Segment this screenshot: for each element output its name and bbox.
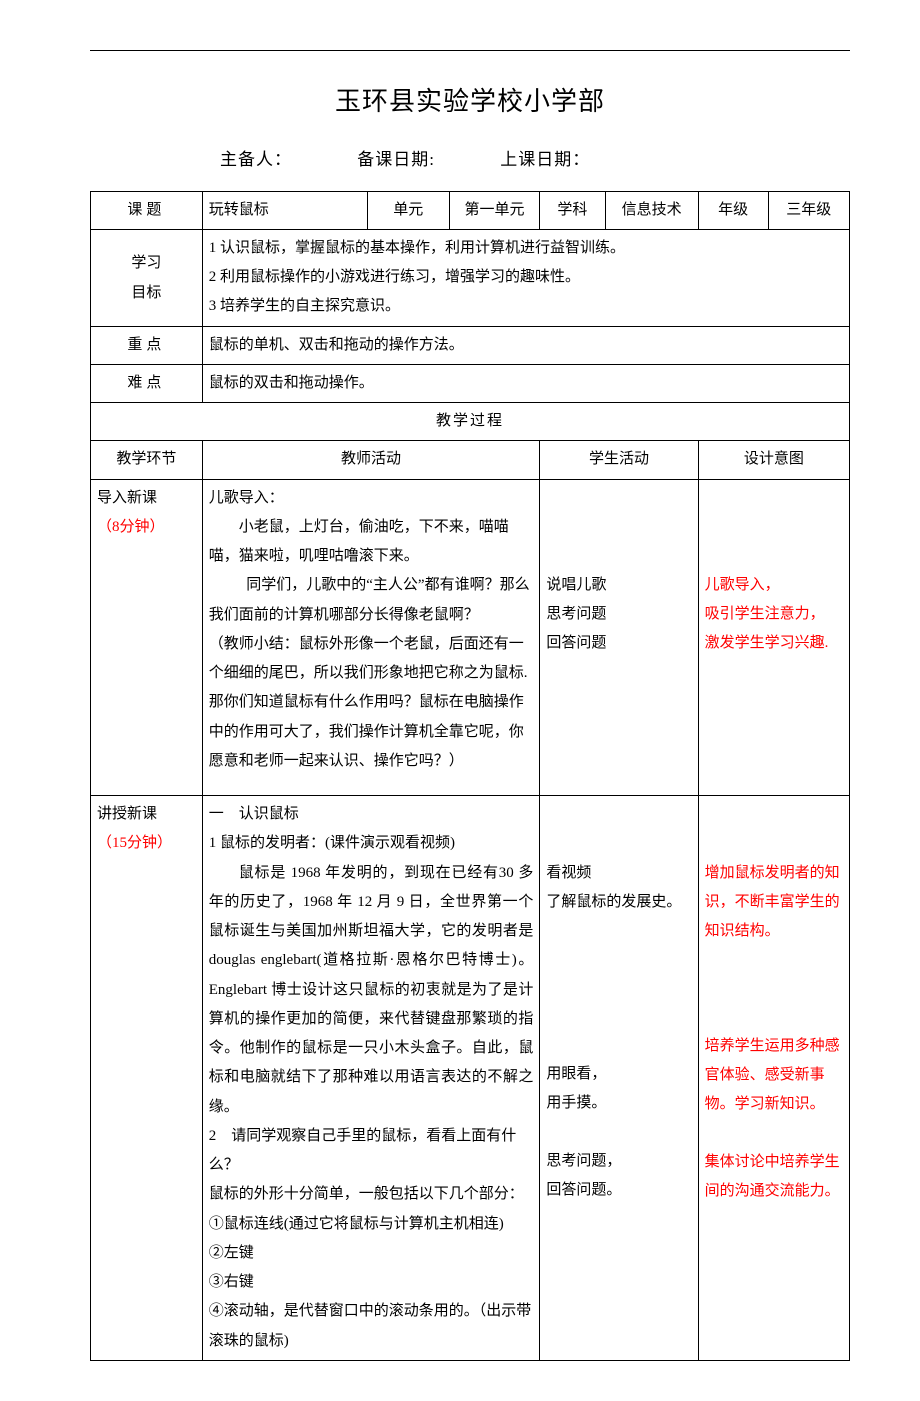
keypoint-row: 重点 鼠标的单机、双击和拖动的操作方法。 (91, 326, 850, 364)
goals-row: 学习 目标 1 认识鼠标，掌握鼠标的基本操作，利用计算机进行益智训练。 2 利用… (91, 229, 850, 326)
lesson-plan-table: 课题 玩转鼠标 单元 第一单元 学科 信息技术 年级 三年级 学习 目标 1 认… (90, 191, 850, 1361)
s1-l1: 说唱儿歌 (546, 571, 693, 600)
t1-p4: （教师小结：鼠标外形像一个老鼠，后面还有一个细细的尾巴，所以我们形象地把它称之为… (209, 630, 534, 776)
difficulty-label: 难点 (91, 364, 203, 402)
d1-l1: 儿歌导入， (705, 571, 845, 600)
goals-label: 学习 目标 (91, 229, 203, 326)
t2-p4: 2 请同学观察自己手里的鼠标，看看上面有什么？ (209, 1122, 534, 1181)
col-teacher: 教师活动 (202, 441, 540, 479)
keypoint-value: 鼠标的单机、双击和拖动的操作方法。 (202, 326, 849, 364)
subject-value: 信息技术 (605, 191, 698, 229)
d2-pad3 (705, 1120, 845, 1149)
s1-l2: 思考问题 (546, 600, 693, 629)
grade-value: 三年级 (768, 191, 850, 229)
s2-l2: 了解鼠标的发展史。 (546, 888, 693, 917)
goal-line-2: 2 利用鼠标操作的小游戏进行练习，增强学习的趣味性。 (209, 263, 843, 292)
grade-label: 年级 (698, 191, 768, 229)
process-columns-row: 教学环节 教师活动 学生活动 设计意图 (91, 441, 850, 479)
t2-p7: ②左键 (209, 1239, 534, 1268)
phase-1: 导入新课 （8分钟） (91, 479, 203, 796)
preparer-label: 主备人： (220, 150, 292, 169)
phase-1-time: （8分钟） (97, 513, 198, 542)
goals-label-text-2: 目标 (131, 285, 161, 301)
teacher-1: 儿歌导入： 小老鼠，上灯台，偷油吃，下不来，喵喵喵，猫来啦，叽哩咕噜滚下来。 同… (202, 479, 540, 796)
t2-p3: 鼠标是 1968 年发明的，到现在已经有30 多年的历史了，1968 年 12 … (209, 859, 534, 1122)
d2-pad2 (705, 946, 845, 1032)
process-header-row: 教学过程 (91, 403, 850, 441)
page-title: 玉环县实验学校小学部 (90, 77, 850, 126)
unit-value: 第一单元 (449, 191, 540, 229)
phase-2-time: （15分钟） (97, 829, 198, 858)
prepare-date-label: 备课日期: (357, 150, 435, 169)
s2-pad2 (546, 917, 693, 1060)
process-header: 教学过程 (91, 403, 850, 441)
process-row-1: 导入新课 （8分钟） 儿歌导入： 小老鼠，上灯台，偷油吃，下不来，喵喵喵，猫来啦… (91, 479, 850, 796)
difficulty-value: 鼠标的双击和拖动操作。 (202, 364, 849, 402)
s2-l5: 思考问题， (546, 1147, 693, 1176)
s2-l6: 回答问题。 (546, 1176, 693, 1205)
s1-pad (546, 484, 693, 571)
col-phase: 教学环节 (91, 441, 203, 479)
student-1: 说唱儿歌 思考问题 回答问题 (540, 479, 698, 796)
teach-date-label: 上课日期： (500, 150, 590, 169)
difficulty-row: 难点 鼠标的双击和拖动操作。 (91, 364, 850, 402)
phase-1-name: 导入新课 (97, 484, 198, 513)
process-row-2: 讲授新课 （15分钟） 一 认识鼠标 1 鼠标的发明者：(课件演示观看视频) 鼠… (91, 796, 850, 1361)
topic-value: 玩转鼠标 (202, 191, 367, 229)
goals-label-text-1: 学习 (131, 255, 161, 271)
s2-pad1 (546, 800, 693, 859)
student-2: 看视频 了解鼠标的发展史。 用眼看， 用手摸。 思考问题， 回答问题。 (540, 796, 698, 1361)
subject-label: 学科 (540, 191, 605, 229)
t2-p9: ④滚动轴，是代替窗口中的滚动条用的。（出示带滚珠的鼠标) (209, 1297, 534, 1356)
t2-p5: 鼠标的外形十分简单，一般包括以下几个部分： (209, 1180, 534, 1209)
s2-pad3 (546, 1118, 693, 1147)
keypoint-label: 重点 (91, 326, 203, 364)
design-2: 增加鼠标发明者的知识，不断丰富学生的知识结构。 培养学生运用多种感官体验、感受新… (698, 796, 849, 1361)
s1-l3: 回答问题 (546, 629, 693, 658)
col-student: 学生活动 (540, 441, 698, 479)
s2-l4: 用手摸。 (546, 1089, 693, 1118)
meta-line: 主备人： 备课日期: 上课日期： (90, 144, 850, 176)
t2-p1: 一 认识鼠标 (209, 800, 534, 829)
goal-line-1: 1 认识鼠标，掌握鼠标的基本操作，利用计算机进行益智训练。 (209, 234, 843, 263)
topic-label: 课题 (91, 191, 203, 229)
d2-l1: 增加鼠标发明者的知识，不断丰富学生的知识结构。 (705, 859, 845, 947)
info-row: 课题 玩转鼠标 单元 第一单元 学科 信息技术 年级 三年级 (91, 191, 850, 229)
d1-l2: 吸引学生注意力， (705, 600, 845, 629)
teacher-2: 一 认识鼠标 1 鼠标的发明者：(课件演示观看视频) 鼠标是 1968 年发明的… (202, 796, 540, 1361)
goals-value: 1 认识鼠标，掌握鼠标的基本操作，利用计算机进行益智训练。 2 利用鼠标操作的小… (202, 229, 849, 326)
d2-pad1 (705, 800, 845, 859)
col-design: 设计意图 (698, 441, 849, 479)
d2-l2: 培养学生运用多种感官体验、感受新事物。学习新知识。 (705, 1032, 845, 1120)
design-1: 儿歌导入， 吸引学生注意力， 激发学生学习兴趣. (698, 479, 849, 796)
t1-p1: 儿歌导入： (209, 484, 534, 513)
d1-pad (705, 484, 845, 571)
unit-label: 单元 (368, 191, 449, 229)
t2-p8: ③右键 (209, 1268, 534, 1297)
s2-l3: 用眼看， (546, 1060, 693, 1089)
t1-p3: 同学们，儿歌中的“主人公”都有谁啊？那么我们面前的计算机哪部分长得像老鼠啊？ (209, 571, 534, 630)
s2-l1: 看视频 (546, 859, 693, 888)
t2-p2: 1 鼠标的发明者：(课件演示观看视频) (209, 829, 534, 858)
phase-2-name: 讲授新课 (97, 800, 198, 829)
t1-p2: 小老鼠，上灯台，偷油吃，下不来，喵喵喵，猫来啦，叽哩咕噜滚下来。 (209, 513, 534, 572)
phase-2: 讲授新课 （15分钟） (91, 796, 203, 1361)
d1-l3: 激发学生学习兴趣. (705, 629, 845, 658)
goal-line-3: 3 培养学生的自主探究意识。 (209, 292, 843, 321)
t1-spacer (209, 776, 534, 791)
d2-l3: 集体讨论中培养学生间的沟通交流能力。 (705, 1148, 845, 1207)
top-horizontal-rule (90, 50, 850, 51)
t2-p6: ①鼠标连线(通过它将鼠标与计算机主机相连) (209, 1210, 534, 1239)
